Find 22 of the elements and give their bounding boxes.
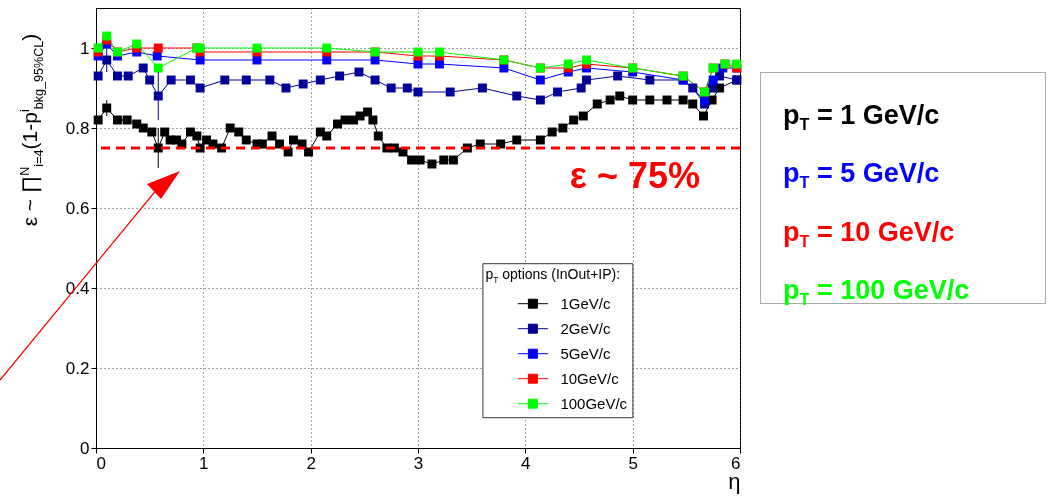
- x-tick-label: 5: [628, 453, 638, 473]
- y-tick-label: 0.6: [65, 198, 90, 218]
- y-tick-label: 0.8: [65, 118, 90, 138]
- y-tick-label: 0.2: [65, 358, 90, 378]
- y-tick-label: 0: [80, 438, 90, 458]
- legend-label: 1GeV/c: [560, 294, 611, 312]
- y-tick-label: 1: [80, 38, 90, 58]
- text: p$_{T}$ = 1 GeV/c: [783, 99, 941, 136]
- text: p$_{T}$ = 10 GeV/c: [783, 215, 956, 253]
- legend-label: 5GeV/c: [560, 344, 611, 362]
- legend-title: p$_{T}$ options (InOut+IP):: [485, 266, 621, 285]
- text: p$_{T}$ = 100 GeV/c: [783, 274, 971, 311]
- text: p$_{T}$ = 5 GeV/c: [783, 157, 941, 194]
- x-tick-label: 4: [521, 453, 531, 473]
- legend-label: 100GeV/c: [560, 394, 628, 412]
- x-tick-label: 0: [96, 453, 106, 473]
- ref-line-label: ε ~ 75%: [569, 155, 700, 196]
- legend-label: 2GeV/c: [560, 319, 611, 337]
- x-tick-label: 1: [199, 453, 209, 473]
- x-tick-label: 2: [306, 453, 316, 473]
- legend-label: 10GeV/c: [560, 369, 620, 387]
- x-tick-label: 3: [413, 453, 424, 473]
